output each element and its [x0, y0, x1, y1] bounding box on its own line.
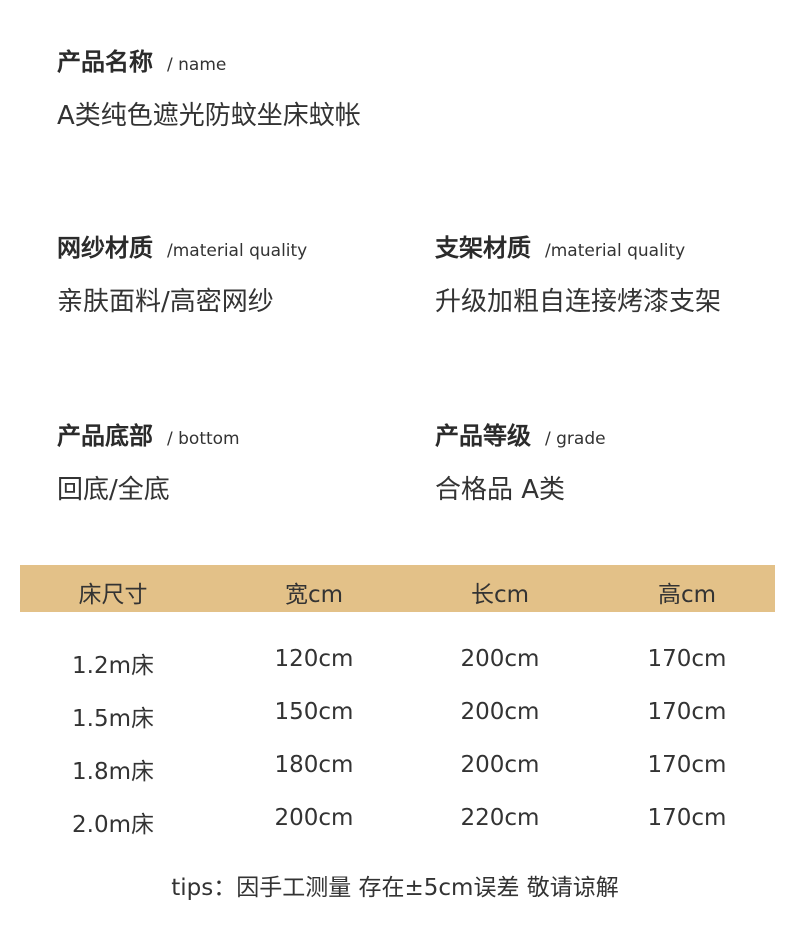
spec-value: 合格品 A类: [435, 475, 566, 505]
spec-label: 产品等级: [435, 422, 531, 450]
table-cell: 150cm: [274, 699, 354, 725]
table-cell: 1.8m床: [72, 759, 154, 785]
spec-mesh: 网纱材质/material quality 亲肤面料/高密网纱: [57, 228, 307, 318]
table-cell: 170cm: [647, 699, 727, 725]
table-cell: 2.0m床: [72, 812, 154, 838]
spec-grade: 产品等级 / grade 合格品 A类: [435, 416, 606, 506]
spec-sub: /material quality: [167, 241, 308, 261]
table-header-cell: 宽cm: [284, 582, 344, 608]
table-header-cell: 高cm: [657, 582, 717, 608]
spec-label: 网纱材质: [57, 234, 153, 262]
spec-frame: 支架材质/material quality 升级加粗自连接烤漆支架: [435, 228, 721, 318]
table-cell: 170cm: [647, 805, 727, 831]
table-cell: 200cm: [460, 646, 540, 672]
table-cell: 170cm: [647, 752, 727, 778]
spec-label: 支架材质: [435, 234, 531, 262]
spec-value: A类纯色遮光防蚊坐床蚊帐: [57, 101, 361, 131]
table-cell: 200cm: [460, 699, 540, 725]
spec-label: 产品名称: [57, 48, 153, 76]
table-cell: 200cm: [274, 805, 354, 831]
table-cell: 170cm: [647, 646, 727, 672]
table-cell: 180cm: [274, 752, 354, 778]
spec-label: 产品底部: [57, 422, 153, 450]
tips-note: tips：因手工测量 存在±5cm误差 敬请谅解: [171, 875, 619, 901]
table-cell: 200cm: [460, 752, 540, 778]
spec-sub: / bottom: [167, 429, 240, 449]
table-cell: 220cm: [460, 805, 540, 831]
spec-sub: /material quality: [545, 241, 686, 261]
spec-sub: / name: [167, 55, 227, 75]
size-table-header: [20, 565, 775, 612]
table-header-cell: 床尺寸: [78, 582, 148, 608]
spec-value: 回底/全底: [57, 475, 170, 505]
spec-value: 升级加粗自连接烤漆支架: [435, 287, 722, 317]
spec-sub: / grade: [545, 429, 606, 449]
table-cell: 120cm: [274, 646, 354, 672]
spec-value: 亲肤面料/高密网纱: [57, 287, 274, 317]
table-cell: 1.2m床: [72, 653, 154, 679]
spec-bottom: 产品底部 / bottom 回底/全底: [57, 416, 240, 506]
spec-name: 产品名称 / name A类纯色遮光防蚊坐床蚊帐: [57, 42, 361, 132]
table-cell: 1.5m床: [72, 706, 154, 732]
table-header-cell: 长cm: [470, 582, 530, 608]
